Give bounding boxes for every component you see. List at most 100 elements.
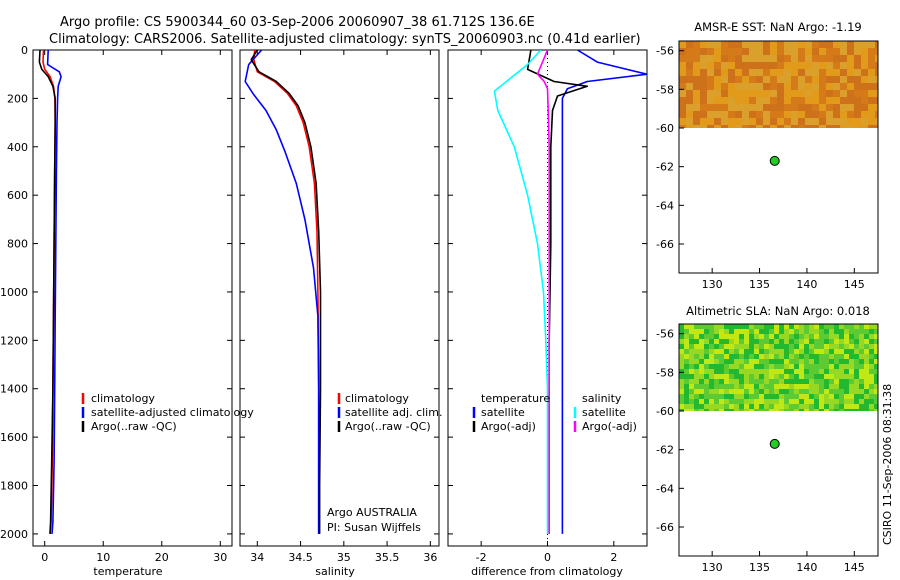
field-cell (714, 125, 721, 128)
field-cell (829, 369, 834, 374)
field-cell (749, 379, 754, 384)
field-cell (769, 349, 774, 354)
field-cell (763, 125, 770, 128)
field-cell (699, 344, 704, 349)
field-cell (854, 118, 861, 125)
field-cell (777, 111, 784, 118)
field-cell (693, 41, 700, 48)
field-cell (739, 394, 744, 399)
field-cell (875, 83, 878, 90)
field-cell (794, 394, 799, 399)
field-cell (714, 364, 719, 369)
field-cell (805, 76, 812, 83)
field-cell (777, 104, 784, 111)
field-cell (694, 334, 699, 339)
field-cell (791, 48, 798, 55)
field-cell (779, 384, 784, 389)
field-cell (774, 404, 779, 409)
field-cell (739, 374, 744, 379)
field-cell (859, 374, 864, 379)
field-cell (749, 374, 754, 379)
field-cell (769, 379, 774, 384)
sst-field (679, 41, 878, 128)
field-cell (763, 48, 770, 55)
field-cell (854, 90, 861, 97)
field-cell (779, 374, 784, 379)
field-cell (798, 90, 805, 97)
field-cell (721, 83, 728, 90)
map-y-tick-label: -64 (656, 482, 674, 495)
field-cell (724, 399, 729, 404)
field-cell (869, 404, 874, 409)
field-cell (809, 349, 814, 354)
field-cell (789, 384, 794, 389)
field-cell (686, 97, 693, 104)
field-cell (742, 76, 749, 83)
field-cell (709, 399, 714, 404)
field-cell (764, 339, 769, 344)
field-cell (734, 374, 739, 379)
field-cell (769, 354, 774, 359)
field-cell (875, 97, 878, 104)
field-cell (789, 404, 794, 409)
field-cell (769, 334, 774, 339)
field-cell (679, 344, 684, 349)
field-cell (759, 399, 764, 404)
field-cell (840, 125, 847, 128)
field-cell (764, 384, 769, 389)
field-cell (789, 364, 794, 369)
field-cell (759, 344, 764, 349)
map-y-tick-label: -66 (656, 238, 674, 251)
field-cell (735, 97, 742, 104)
field-cell (869, 334, 874, 339)
field-cell (864, 374, 869, 379)
field-cell (709, 374, 714, 379)
field-cell (824, 354, 829, 359)
field-cell (734, 329, 739, 334)
field-cell (709, 324, 714, 329)
field-cell (779, 379, 784, 384)
field-cell (799, 394, 804, 399)
field-cell (764, 369, 769, 374)
field-cell (707, 55, 714, 62)
field-cell (719, 359, 724, 364)
field-cell (839, 349, 844, 354)
field-cell (809, 369, 814, 374)
field-cell (689, 324, 694, 329)
field-cell (764, 359, 769, 364)
field-cell (724, 349, 729, 354)
x-tick-label: -2 (476, 551, 487, 564)
field-cell (799, 364, 804, 369)
field-cell (734, 349, 739, 354)
field-cell (779, 344, 784, 349)
field-cell (834, 369, 839, 374)
field-cell (854, 364, 859, 369)
field-cell (728, 48, 735, 55)
field-cell (794, 379, 799, 384)
field-cell (804, 389, 809, 394)
field-cell (834, 409, 839, 411)
field-cell (868, 62, 875, 69)
field-cell (714, 394, 719, 399)
field-cell (789, 374, 794, 379)
field-cell (829, 359, 834, 364)
field-cell (763, 62, 770, 69)
field-cell (729, 369, 734, 374)
field-cell (829, 354, 834, 359)
map-y-tick-label: -60 (656, 405, 674, 418)
field-cell (789, 394, 794, 399)
field-cell (777, 76, 784, 83)
field-cell (686, 111, 693, 118)
field-cell (819, 111, 826, 118)
field-cell (724, 384, 729, 389)
field-cell (777, 62, 784, 69)
field-cell (714, 354, 719, 359)
field-cell (739, 379, 744, 384)
field-cell (804, 394, 809, 399)
field-cell (784, 404, 789, 409)
field-cell (809, 359, 814, 364)
field-cell (742, 41, 749, 48)
field-cell (759, 384, 764, 389)
field-cell (729, 379, 734, 384)
field-cell (874, 369, 878, 374)
